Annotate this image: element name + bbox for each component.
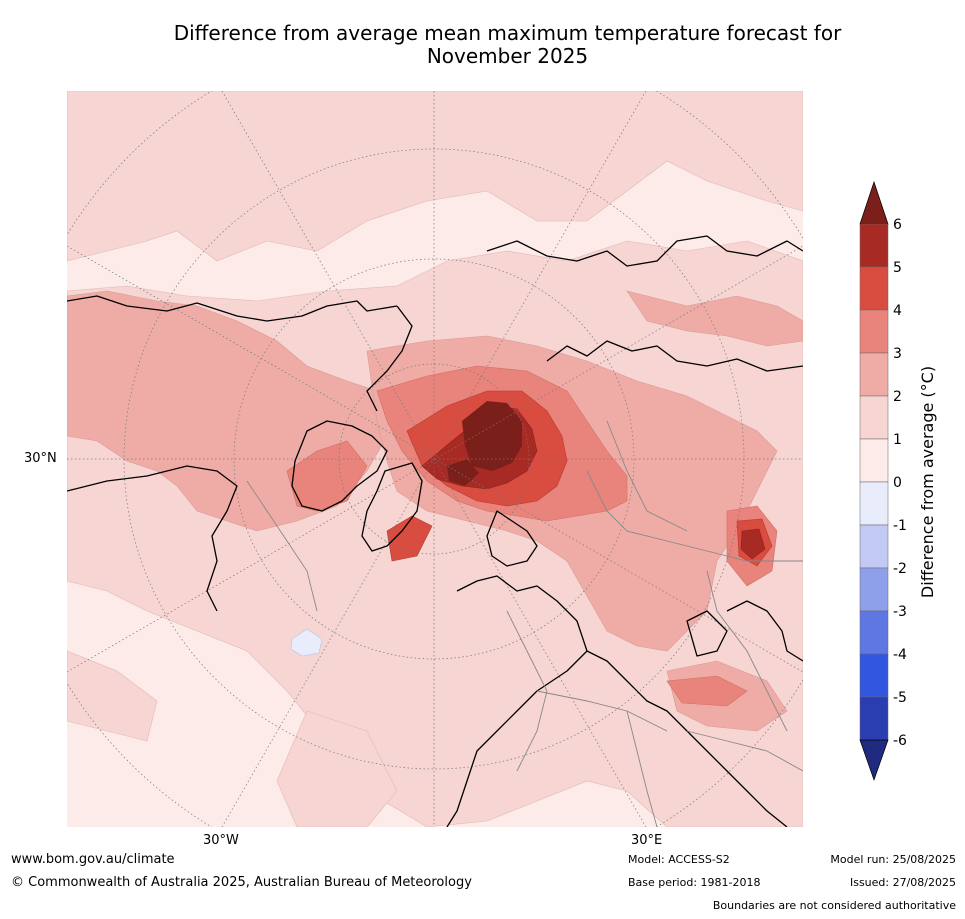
label-lat-30n: 30°N	[24, 451, 57, 466]
graticule	[67, 91, 803, 827]
country-boundaries	[246, 420, 803, 827]
colorbar: 6 5 4 3 2 1 0 -1 -2 -3 -4 -5 -6 Difference from aver…	[859, 180, 937, 782]
colorbar-bin	[859, 352, 889, 397]
footer-url[interactable]: www.bom.gov.au/climate	[11, 852, 175, 867]
colorbar-over-arrow	[859, 180, 889, 225]
footer-disclaimer: Boundaries are not considered authoritat…	[712, 899, 956, 912]
label-lon-30e: 30°E	[631, 833, 663, 848]
label-lon-30w: 30°W	[203, 833, 239, 848]
colorbar-tick-label: 1	[893, 432, 902, 448]
anomaly-band-over-6	[447, 401, 522, 486]
colorbar-tick-label: 3	[893, 346, 902, 362]
colorbar-tick-label: -4	[893, 647, 907, 663]
footer-model-run: Model run: 25/08/2025	[830, 853, 956, 866]
colorbar-tick-label: 0	[893, 475, 902, 491]
colorbar-bin	[859, 223, 889, 268]
footer-base-period: Base period: 1981-2018	[628, 876, 761, 889]
title-line-2: November 2025	[426, 44, 589, 68]
colorbar-bin	[859, 653, 889, 698]
footer-copyright: © Commonwealth of Australia 2025, Austra…	[11, 875, 472, 890]
forecast-map	[67, 91, 803, 827]
title-line-1: Difference from average mean maximum tem…	[173, 21, 842, 45]
footer-issued: Issued: 27/08/2025	[849, 876, 956, 889]
colorbar-tick-label: -2	[893, 561, 907, 577]
colorbar-tick-label: 4	[893, 303, 902, 319]
colorbar-bin	[859, 438, 889, 483]
colorbar-bin	[859, 567, 889, 612]
colorbar-tick-label: -3	[893, 604, 907, 620]
colorbar-label: Difference from average (°C)	[918, 366, 937, 598]
colorbar-tick-label: -1	[893, 518, 907, 534]
colorbar-tick-label: 2	[893, 389, 902, 405]
colorbar-tick-label: -6	[893, 733, 907, 749]
footer-model: Model: ACCESS-S2	[628, 853, 730, 866]
colorbar-bin	[859, 266, 889, 311]
colorbar-tick-label: 5	[893, 260, 902, 276]
colorbar-under-arrow	[859, 739, 889, 782]
cool-anomaly-spot	[290, 628, 323, 657]
colorbar-tick-label: 6	[893, 217, 902, 233]
colorbar-bin	[859, 610, 889, 655]
colorbar-bin	[859, 481, 889, 526]
colorbar-bin	[859, 309, 889, 354]
colorbar-tick-label: -5	[893, 690, 907, 706]
colorbar-bin	[859, 524, 889, 569]
map-title: Difference from average mean maximum tem…	[0, 22, 965, 68]
colorbar-bin	[859, 395, 889, 440]
colorbar-bin	[859, 696, 889, 741]
